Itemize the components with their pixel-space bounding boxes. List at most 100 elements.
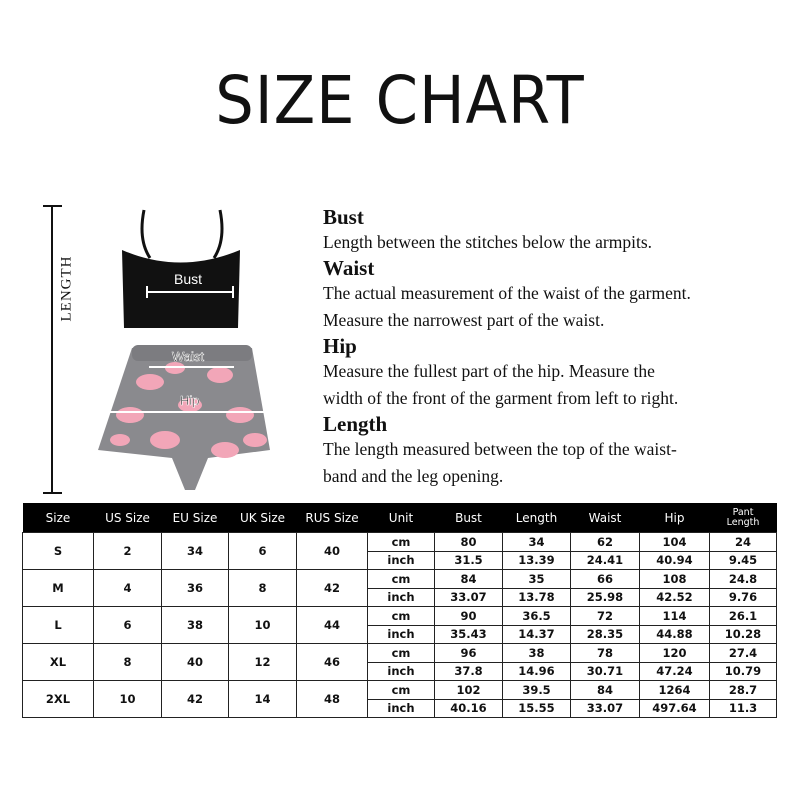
size-cell: L <box>22 606 94 644</box>
hip-description: width of the front of the garment from l… <box>323 388 679 408</box>
table-row-inch: inch 33.07 13.78 25.98 42.52 9.76 <box>23 587 777 607</box>
measurement-cell: 9.45 <box>709 550 777 570</box>
measurement-cell: 36.5 <box>502 606 571 626</box>
size-cell: S <box>22 532 94 570</box>
table-row-inch: inch 35.43 14.37 28.35 44.88 10.28 <box>23 624 777 644</box>
measurement-cell: 1264 <box>639 680 710 700</box>
table-row-cm: L 6 38 10 44 cm 90 36.5 72 114 26.1 <box>22 606 777 644</box>
bust-heading: Bust <box>323 205 364 229</box>
column-header: Length <box>502 503 571 533</box>
column-header: Hip <box>639 503 710 533</box>
column-header: EU Size <box>161 503 229 533</box>
measurement-cell: 78 <box>570 643 640 663</box>
measurement-cell: 108 <box>639 569 710 589</box>
us-cell: 8 <box>93 643 162 681</box>
column-header: UK Size <box>228 503 297 533</box>
length-label: LENGTH <box>58 255 75 322</box>
measurement-cell: 84 <box>570 680 640 700</box>
waist-description: Measure the narrowest part of the waist. <box>323 310 605 330</box>
measurement-cell: 80 <box>434 532 503 552</box>
shorts-image: Waist Hip <box>98 345 270 490</box>
measurement-cell: 102 <box>434 680 503 700</box>
eu-cell: 34 <box>161 532 229 570</box>
measurement-cell: 33.07 <box>434 587 503 607</box>
measurement-cell: 38 <box>502 643 571 663</box>
measurement-cell: 13.39 <box>502 550 571 570</box>
measurement-cell: 24.8 <box>709 569 777 589</box>
us-cell: 2 <box>93 532 162 570</box>
waist-heading: Waist <box>323 256 375 280</box>
rus-cell: 44 <box>296 606 368 644</box>
length-description: band and the leg opening. <box>323 466 504 486</box>
measurement-cell: 24 <box>709 532 777 552</box>
measurement-cell: 120 <box>639 643 710 663</box>
measurement-cell: 31.5 <box>434 550 503 570</box>
column-header: US Size <box>93 503 162 533</box>
us-cell: 6 <box>93 606 162 644</box>
length-heading: Length <box>323 412 388 436</box>
table-row-cm: M 4 36 8 42 cm 84 35 66 108 24.8 <box>22 569 777 607</box>
measurement-cell: 497.64 <box>639 698 710 718</box>
measurement-cell: 37.8 <box>434 661 503 681</box>
page-title: SIZE CHART <box>215 62 585 139</box>
garment-illustration: Bust Waist Hip <box>43 205 270 494</box>
measurement-cell: 114 <box>639 606 710 626</box>
measurement-cell: 13.78 <box>502 587 571 607</box>
length-description: The length measured between the top of t… <box>323 439 677 459</box>
measurement-cell: 11.3 <box>709 698 777 718</box>
unit-cell: inch <box>367 661 435 681</box>
table-header-row: Size US Size EU Size UK Size RUS Size Unit Bus… <box>22 503 777 533</box>
measurement-cell: 90 <box>434 606 503 626</box>
measurement-cell: 28.7 <box>709 680 777 700</box>
waist-description: The actual measurement of the waist of t… <box>323 283 691 303</box>
unit-cell: cm <box>367 680 435 700</box>
measurement-descriptions: Bust Length between the stitches below t… <box>323 205 793 490</box>
rus-cell: 46 <box>296 643 368 681</box>
rus-cell: 40 <box>296 532 368 570</box>
uk-cell: 10 <box>228 606 297 644</box>
unit-cell: cm <box>367 569 435 589</box>
measurement-cell: 10.79 <box>709 661 777 681</box>
column-header: Pant Length <box>709 503 777 533</box>
table-row-cm: S 2 34 6 40 cm 80 34 62 104 24 <box>22 532 777 570</box>
unit-cell: cm <box>367 532 435 552</box>
unit-cell: inch <box>367 550 435 570</box>
rus-cell: 48 <box>296 680 368 718</box>
table-row-inch: inch 40.16 15.55 33.07 497.64 11.3 <box>23 698 777 718</box>
length-measure-line <box>43 205 62 494</box>
eu-cell: 42 <box>161 680 229 718</box>
measurement-cell: 25.98 <box>570 587 640 607</box>
measurement-cell: 40.94 <box>639 550 710 570</box>
column-header: Bust <box>434 503 503 533</box>
measurement-cell: 34 <box>502 532 571 552</box>
bust-description: Length between the stitches below the ar… <box>323 232 653 252</box>
unit-cell: inch <box>367 624 435 644</box>
hip-label: Hip <box>180 393 200 408</box>
measurement-cell: 104 <box>639 532 710 552</box>
measurement-cell: 33.07 <box>570 698 640 718</box>
size-cell: XL <box>22 643 94 681</box>
measurement-cell: 14.37 <box>502 624 571 644</box>
measurement-cell: 26.1 <box>709 606 777 626</box>
unit-cell: inch <box>367 587 435 607</box>
us-cell: 10 <box>93 680 162 718</box>
unit-cell: cm <box>367 643 435 663</box>
measurement-cell: 66 <box>570 569 640 589</box>
measurement-cell: 35 <box>502 569 571 589</box>
uk-cell: 14 <box>228 680 297 718</box>
uk-cell: 8 <box>228 569 297 607</box>
table-row-cm: XL 8 40 12 46 cm 96 38 78 120 27.4 <box>22 643 777 681</box>
table-row-inch: inch 31.5 13.39 24.41 40.94 9.45 <box>23 550 777 570</box>
uk-cell: 12 <box>228 643 297 681</box>
size-cell: 2XL <box>22 680 94 718</box>
column-header: RUS Size <box>296 503 368 533</box>
hip-heading: Hip <box>323 334 357 358</box>
measurement-cell: 27.4 <box>709 643 777 663</box>
us-cell: 4 <box>93 569 162 607</box>
hip-description: Measure the fullest part of the hip. Mea… <box>323 361 655 381</box>
measurement-cell: 14.96 <box>502 661 571 681</box>
measurement-cell: 72 <box>570 606 640 626</box>
measurement-cell: 40.16 <box>434 698 503 718</box>
eu-cell: 38 <box>161 606 229 644</box>
